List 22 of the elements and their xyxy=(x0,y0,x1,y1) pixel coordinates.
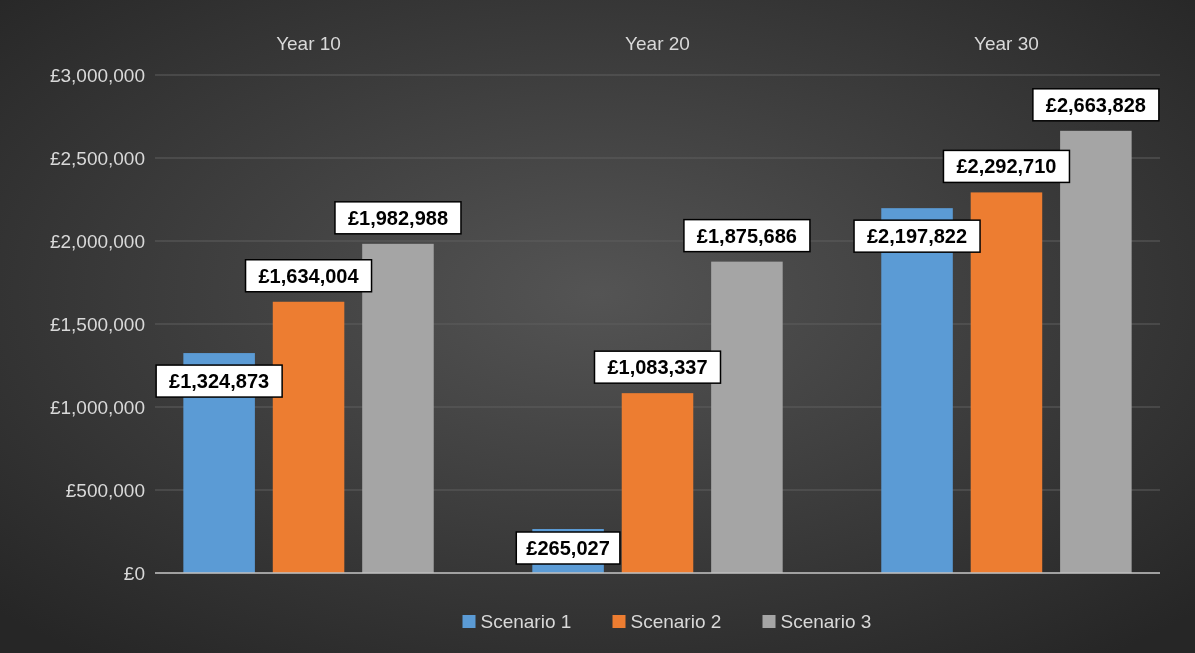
y-tick-label: £0 xyxy=(123,562,145,584)
y-tick-label: £2,500,000 xyxy=(49,147,145,169)
legend-label: Scenario 1 xyxy=(480,611,572,632)
data-label: £1,634,004 xyxy=(258,264,360,287)
x-tick-label: Year 20 xyxy=(625,33,690,54)
y-tick-label: £2,000,000 xyxy=(49,230,145,252)
data-label: £2,663,828 xyxy=(1045,93,1146,116)
data-label: £2,197,822 xyxy=(866,225,968,248)
y-tick-label: £3,000,000 xyxy=(49,64,145,86)
data-label: £1,875,686 xyxy=(696,224,797,247)
data-label: £1,324,873 xyxy=(169,370,270,393)
data-label: £1,083,337 xyxy=(607,356,708,379)
y-tick-label: £1,500,000 xyxy=(49,313,145,335)
y-tick-label: £1,000,000 xyxy=(49,396,145,418)
legend-label: Scenario 2 xyxy=(630,611,722,632)
data-label: £2,292,710 xyxy=(956,155,1057,178)
y-tick-label: £500,000 xyxy=(65,479,145,501)
data-label: £265,027 xyxy=(526,537,610,559)
data-label: £1,982,988 xyxy=(347,206,449,229)
x-tick-label: Year 10 xyxy=(276,33,341,54)
legend-label: Scenario 3 xyxy=(780,611,872,632)
x-tick-label: Year 30 xyxy=(974,33,1039,54)
